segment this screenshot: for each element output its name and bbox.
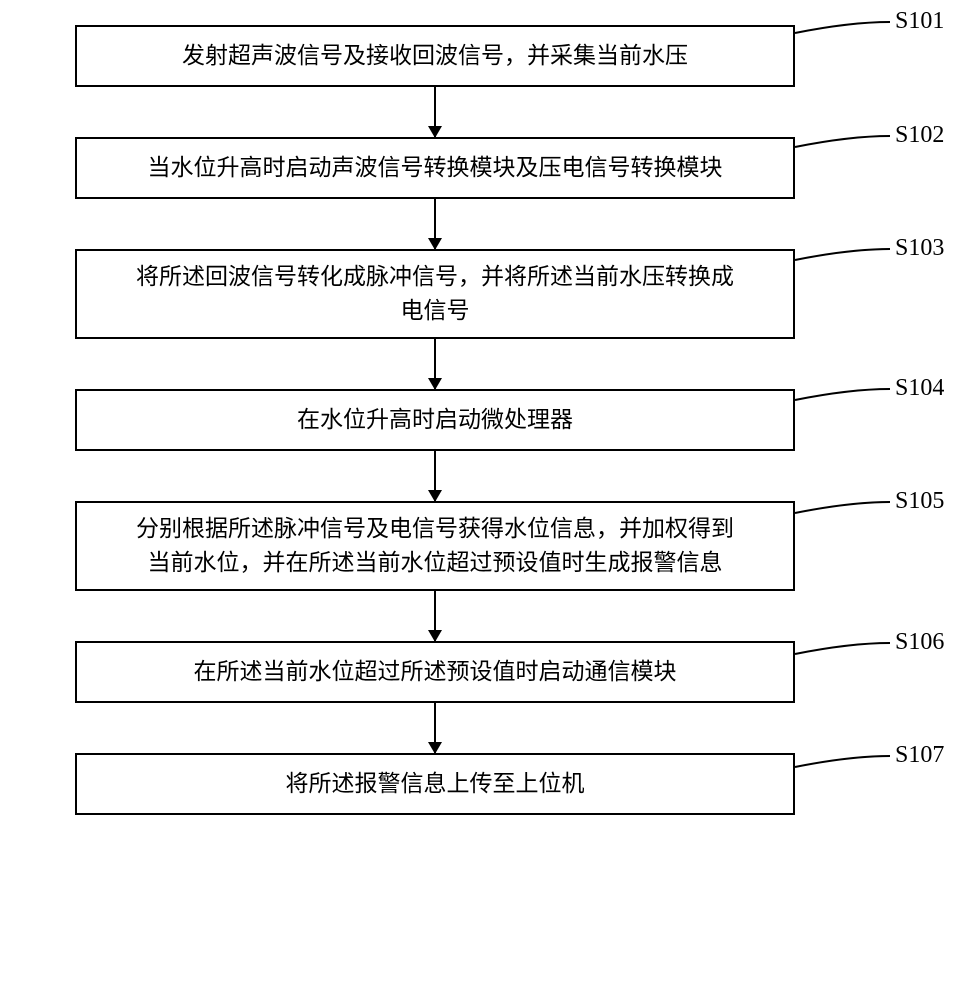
flow-connector [434, 199, 436, 249]
flow-connector [434, 591, 436, 641]
flow-step: 当水位升高时启动声波信号转换模块及压电信号转换模块 [75, 137, 795, 249]
flow-text: 在所述当前水位超过所述预设值时启动通信模块 [194, 655, 677, 690]
step-label-s103: S103 [895, 235, 944, 262]
flow-step: 在所述当前水位超过所述预设值时启动通信模块 [75, 641, 795, 753]
step-label-s101: S101 [895, 8, 944, 35]
flow-text: 分别根据所述脉冲信号及电信号获得水位信息，并加权得到 当前水位，并在所述当前水位… [136, 512, 734, 581]
flow-connector [434, 703, 436, 753]
flow-step: 在水位升高时启动微处理器 [75, 389, 795, 501]
step-label-s107: S107 [895, 742, 944, 769]
flow-step: 将所述报警信息上传至上位机 [75, 753, 795, 815]
flow-box-s104: 在水位升高时启动微处理器 [75, 389, 795, 451]
flow-step: 分别根据所述脉冲信号及电信号获得水位信息，并加权得到 当前水位，并在所述当前水位… [75, 501, 795, 641]
flow-step: 发射超声波信号及接收回波信号，并采集当前水压 [75, 25, 795, 137]
flow-text: 在水位升高时启动微处理器 [297, 403, 573, 438]
flow-text: 将所述回波信号转化成脉冲信号，并将所述当前水压转换成 电信号 [136, 260, 734, 329]
flow-connector [434, 87, 436, 137]
flow-connector [434, 339, 436, 389]
flow-box-s103: 将所述回波信号转化成脉冲信号，并将所述当前水压转换成 电信号 [75, 249, 795, 339]
flow-step: 将所述回波信号转化成脉冲信号，并将所述当前水压转换成 电信号 [75, 249, 795, 389]
flow-text: 当水位升高时启动声波信号转换模块及压电信号转换模块 [148, 151, 723, 186]
flow-connector [434, 451, 436, 501]
flow-box-s106: 在所述当前水位超过所述预设值时启动通信模块 [75, 641, 795, 703]
step-label-s102: S102 [895, 122, 944, 149]
step-label-s106: S106 [895, 629, 944, 656]
step-label-s105: S105 [895, 488, 944, 515]
flow-box-s101: 发射超声波信号及接收回波信号，并采集当前水压 [75, 25, 795, 87]
flow-text: 将所述报警信息上传至上位机 [286, 767, 585, 802]
flow-box-s107: 将所述报警信息上传至上位机 [75, 753, 795, 815]
flow-box-s105: 分别根据所述脉冲信号及电信号获得水位信息，并加权得到 当前水位，并在所述当前水位… [75, 501, 795, 591]
step-label-s104: S104 [895, 375, 944, 402]
flow-box-s102: 当水位升高时启动声波信号转换模块及压电信号转换模块 [75, 137, 795, 199]
flow-text: 发射超声波信号及接收回波信号，并采集当前水压 [182, 39, 688, 74]
flowchart-container: 发射超声波信号及接收回波信号，并采集当前水压 当水位升高时启动声波信号转换模块及… [75, 25, 795, 815]
